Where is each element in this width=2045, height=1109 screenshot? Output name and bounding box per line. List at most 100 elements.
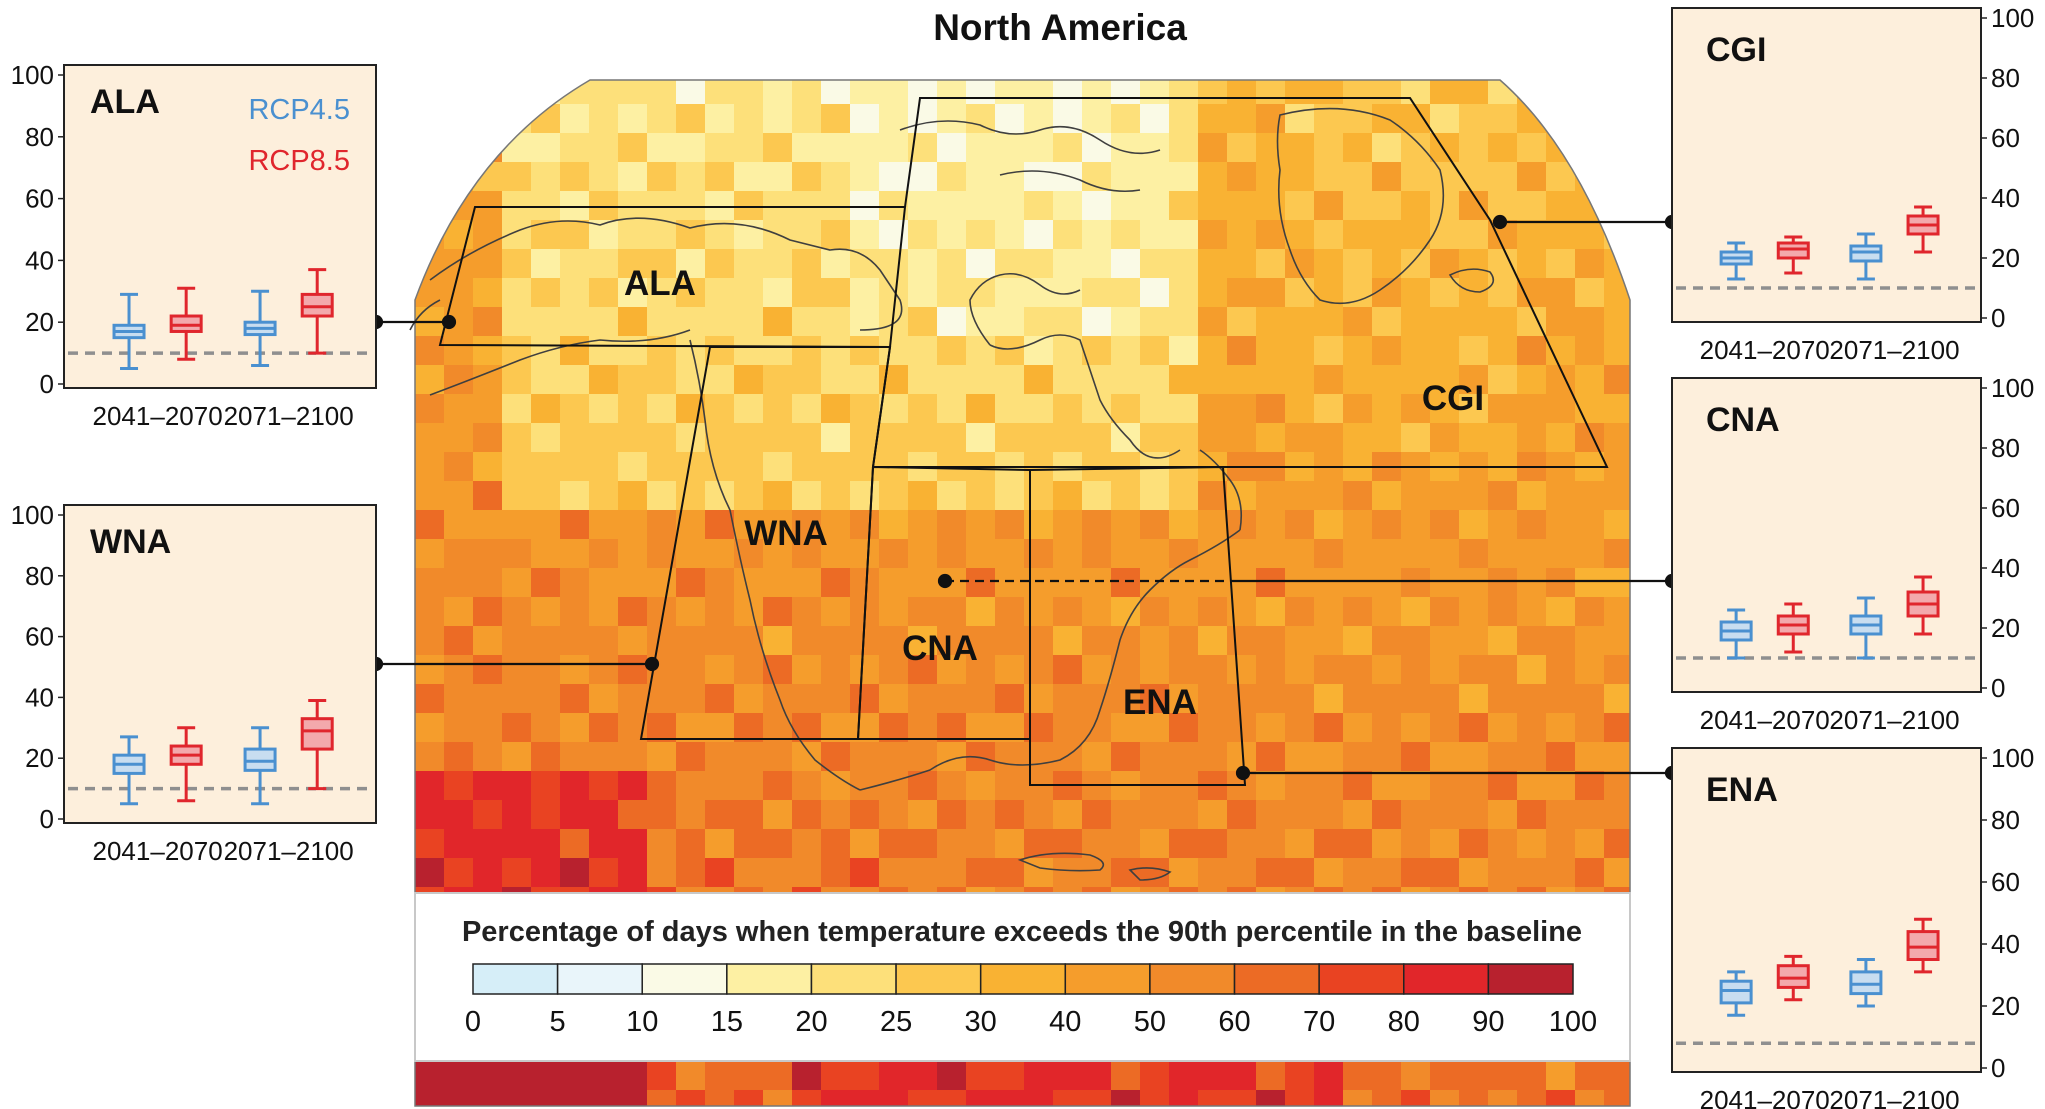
heatmap-cell [1575, 307, 1605, 337]
heatmap-cell [1488, 365, 1518, 395]
heatmap-cell [1169, 597, 1199, 627]
heatmap-cell [589, 510, 619, 540]
heatmap-cell [1546, 249, 1576, 279]
region-label-cna: CNA [902, 629, 978, 668]
heatmap-cell [560, 597, 590, 627]
heatmap-cell [1546, 394, 1576, 424]
heatmap-cell [821, 626, 851, 656]
heatmap-cell [705, 626, 735, 656]
heatmap-cell [1604, 597, 1630, 627]
heatmap-cell [705, 800, 735, 830]
heatmap-cell [444, 133, 474, 163]
heatmap-cell [1285, 104, 1315, 134]
heatmap-cell [1575, 80, 1605, 105]
heatmap-cell [1111, 162, 1141, 192]
y-tick-label: 100 [11, 500, 54, 530]
heatmap-cell [1604, 191, 1630, 221]
heatmap-cell [647, 481, 677, 511]
heatmap-cell [879, 684, 909, 714]
heatmap-cell [531, 423, 561, 453]
heatmap-cell [1285, 568, 1315, 598]
heatmap-cell [1459, 365, 1489, 395]
heatmap-cell [1459, 626, 1489, 656]
heatmap-cell [1517, 133, 1547, 163]
heatmap-cell [1053, 655, 1083, 685]
heatmap-cell [1256, 655, 1286, 685]
heatmap-cell [676, 249, 706, 279]
heatmap-cell [734, 771, 764, 801]
heatmap-cell [850, 365, 880, 395]
heatmap-cell [1314, 481, 1344, 511]
heatmap-cell [995, 539, 1025, 569]
heatmap-cell [1198, 249, 1228, 279]
heatmap-cell [1314, 858, 1344, 888]
heatmap-cell [1082, 510, 1112, 540]
box-rcp45-mid [1719, 608, 1753, 660]
heatmap-cell [647, 104, 677, 134]
heatmap-cell [1575, 249, 1605, 279]
heatmap-cell [821, 278, 851, 308]
heatmap-cell [966, 104, 996, 134]
heatmap-cell [1140, 655, 1170, 685]
heatmap-cell [966, 1090, 996, 1106]
heatmap-cell [647, 249, 677, 279]
heatmap-cell [415, 510, 445, 540]
heatmap-cell [415, 858, 445, 888]
heatmap-cell [1546, 684, 1576, 714]
heatmap-cell [1546, 742, 1576, 772]
heatmap-cell [1575, 655, 1605, 685]
heatmap-cell [734, 1090, 764, 1106]
heatmap-cell [995, 220, 1025, 250]
heatmap-cell [850, 423, 880, 453]
heatmap-cell [1546, 597, 1576, 627]
heatmap-cell [821, 249, 851, 279]
heatmap-cell [1111, 191, 1141, 221]
y-tick-label: 40 [1991, 183, 2020, 213]
heatmap-cell [879, 162, 909, 192]
heatmap-cell [560, 742, 590, 772]
heatmap-cell [618, 133, 648, 163]
heatmap-cell [1082, 655, 1112, 685]
period-label: 2071–2100 [1829, 705, 1959, 735]
heatmap-cell [1401, 568, 1431, 598]
heatmap-cell [1169, 626, 1199, 656]
heatmap-cell [763, 626, 793, 656]
heatmap-cell [734, 858, 764, 888]
heatmap-cell [647, 771, 677, 801]
heatmap-cell [1314, 655, 1344, 685]
legend-tick-label: 30 [965, 1006, 997, 1038]
heatmap-cell [1198, 80, 1228, 105]
heatmap-cell [908, 1090, 938, 1106]
heatmap-cell [850, 220, 880, 250]
heatmap-cell [473, 394, 503, 424]
heatmap-cell [676, 684, 706, 714]
heatmap-cell [792, 626, 822, 656]
box-rcp85-late [1906, 205, 1940, 254]
heatmap-cell [995, 858, 1025, 888]
heatmap-cell [1314, 771, 1344, 801]
heatmap-cell [618, 771, 648, 801]
heatmap-cell [1430, 742, 1460, 772]
heatmap-cell [1227, 423, 1257, 453]
heatmap-cell [1111, 1061, 1141, 1091]
heatmap-cell [1517, 858, 1547, 888]
heatmap-cell [1111, 655, 1141, 685]
heatmap-cell [1372, 626, 1402, 656]
heatmap-cell [1285, 394, 1315, 424]
heatmap-cell [1517, 162, 1547, 192]
heatmap-cell [1546, 278, 1576, 308]
heatmap-cell [966, 133, 996, 163]
heatmap-cell [1488, 713, 1518, 743]
heatmap-cell [647, 162, 677, 192]
heatmap-cell [560, 452, 590, 482]
heatmap-cell [1285, 365, 1315, 395]
heatmap-cell [1024, 597, 1054, 627]
heatmap-cell [937, 626, 967, 656]
heatmap-cell [1575, 481, 1605, 511]
heatmap-cell [531, 1061, 561, 1091]
heatmap-cell [763, 1090, 793, 1106]
heatmap-cell [531, 626, 561, 656]
heatmap-cell [1198, 568, 1228, 598]
box-rcp85-mid [1776, 602, 1810, 654]
heatmap-cell [1198, 1090, 1228, 1106]
